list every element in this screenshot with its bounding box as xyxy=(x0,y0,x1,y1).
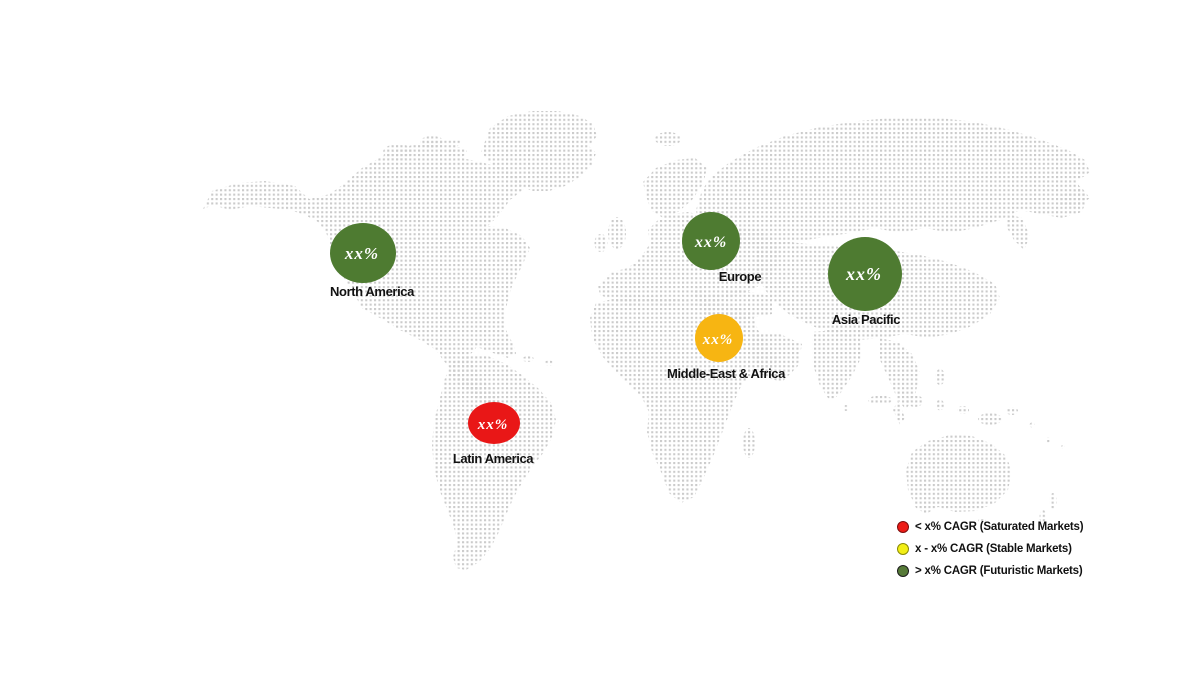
iceland xyxy=(655,132,681,146)
map-island xyxy=(1029,422,1035,428)
continent-africa xyxy=(590,296,778,503)
continent-australia xyxy=(906,435,1012,514)
map-island xyxy=(907,395,923,407)
britain xyxy=(608,217,626,249)
red-dot-icon xyxy=(897,521,909,533)
bubble-circle xyxy=(682,212,740,270)
legend: < x% CAGR (Saturated Markets) x - x% CAG… xyxy=(897,520,1084,578)
map-island xyxy=(957,406,969,414)
region-bubble-asia-pacific: xx% Asia Pacific xyxy=(828,237,902,327)
map-island xyxy=(1006,407,1018,415)
map-island xyxy=(383,144,413,160)
ireland xyxy=(594,234,608,252)
bubble-value: xx% xyxy=(344,244,379,263)
map-island xyxy=(978,413,1002,425)
bubble-value: xx% xyxy=(845,264,882,284)
legend-label: > x% CAGR (Futuristic Markets) xyxy=(915,565,1083,577)
legend-label: < x% CAGR (Saturated Markets) xyxy=(915,521,1084,533)
region-label: Europe xyxy=(719,269,762,284)
map-island xyxy=(498,349,516,357)
tasmania xyxy=(978,518,986,524)
region-bubble-middle-east-africa: xx% Middle-East & Africa xyxy=(667,314,787,381)
southeast-asia xyxy=(880,338,920,410)
bubble-value: xx% xyxy=(477,417,509,433)
siberia xyxy=(696,117,1090,247)
map-island xyxy=(544,360,554,366)
map-island xyxy=(522,356,534,362)
region-bubble-latin-america: xx% Latin America xyxy=(453,402,535,466)
bubble-circle xyxy=(330,223,396,283)
bubble-value: xx% xyxy=(702,332,734,348)
map-island xyxy=(936,399,944,411)
siberia-ne-tip xyxy=(1058,188,1090,208)
bubble-circle xyxy=(828,237,902,311)
map-island xyxy=(1045,437,1051,443)
region-label: Middle-East & Africa xyxy=(667,366,786,381)
new-zealand xyxy=(1039,510,1047,524)
bubble-circle xyxy=(468,402,520,444)
map-island xyxy=(935,369,945,385)
greenland xyxy=(481,111,597,191)
bubble-value: xx% xyxy=(694,234,727,251)
bubble-circle xyxy=(695,314,743,362)
new-zealand xyxy=(1049,493,1057,509)
legend-item-futuristic: > x% CAGR (Futuristic Markets) xyxy=(897,564,1083,578)
legend-item-saturated: < x% CAGR (Saturated Markets) xyxy=(897,520,1084,534)
region-bubbles: xx% North America xx% Europe xx% Asia Pa… xyxy=(330,212,902,466)
yellow-dot-icon xyxy=(897,543,909,555)
region-label: North America xyxy=(330,284,415,299)
map-island xyxy=(449,147,467,157)
sri-lanka xyxy=(843,405,849,411)
map-island xyxy=(1061,445,1065,449)
map-island xyxy=(420,136,444,148)
kamchatka xyxy=(1006,214,1030,250)
region-label: Latin America xyxy=(453,451,534,466)
india xyxy=(812,330,862,401)
green-dot-icon xyxy=(897,565,909,577)
region-label: Asia Pacific xyxy=(832,312,900,327)
malay-peninsula xyxy=(893,400,905,425)
region-bubble-north-america: xx% North America xyxy=(330,223,416,299)
map-island xyxy=(868,395,892,405)
region-bubble-europe: xx% Europe xyxy=(682,212,762,284)
map-continents xyxy=(203,111,1090,570)
legend-item-stable: x - x% CAGR (Stable Markets) xyxy=(897,542,1083,556)
scandinavia xyxy=(643,158,707,218)
madagascar xyxy=(743,428,755,458)
continent-south-america xyxy=(432,355,556,570)
legend-label: x - x% CAGR (Stable Markets) xyxy=(915,543,1072,555)
